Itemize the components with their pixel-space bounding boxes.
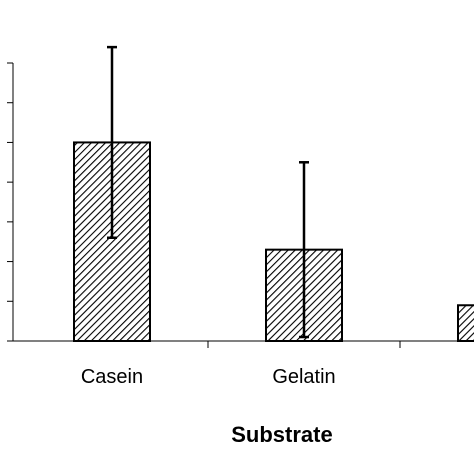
- bar-f: [457, 304, 474, 342]
- category-label-gelatin: Gelatin: [272, 366, 335, 388]
- x-axis-title: Substrate: [231, 422, 332, 447]
- category-label-casein: Casein: [81, 366, 143, 388]
- error-bars: [107, 45, 309, 339]
- category-labels: CaseinGelatinF: [81, 366, 336, 388]
- bars: [73, 141, 474, 343]
